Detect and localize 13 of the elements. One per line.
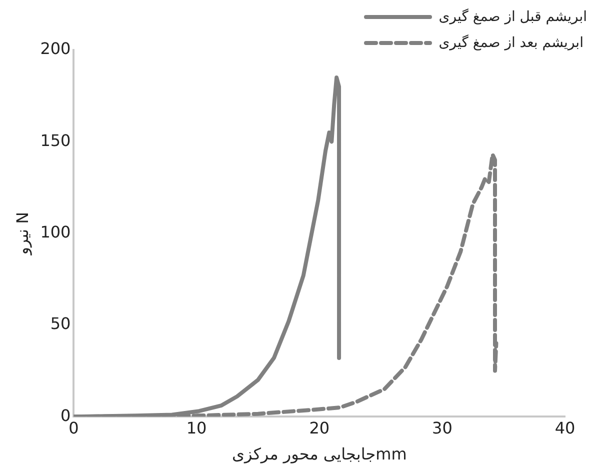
y-tick-label: 50 <box>50 314 71 334</box>
x-tick-label: 10 <box>186 418 207 438</box>
y-tick-label: 150 <box>40 130 71 150</box>
legend-label: ابریشم بعد از صمغ گیری <box>438 35 584 51</box>
x-tick-label: 30 <box>432 418 452 438</box>
y-axis-title: نیرو N <box>12 212 32 256</box>
legend-label: ابریشم قبل از صمغ گیری <box>438 9 587 25</box>
x-axis-title: جابجایی محور مرکزیmm <box>232 444 407 464</box>
x-tick-label: 40 <box>554 418 576 438</box>
x-tick-label: 20 <box>309 418 330 438</box>
y-tick-label: 200 <box>40 39 71 58</box>
y-tick-label: 0 <box>60 406 71 425</box>
y-tick-label: 100 <box>40 222 71 242</box>
